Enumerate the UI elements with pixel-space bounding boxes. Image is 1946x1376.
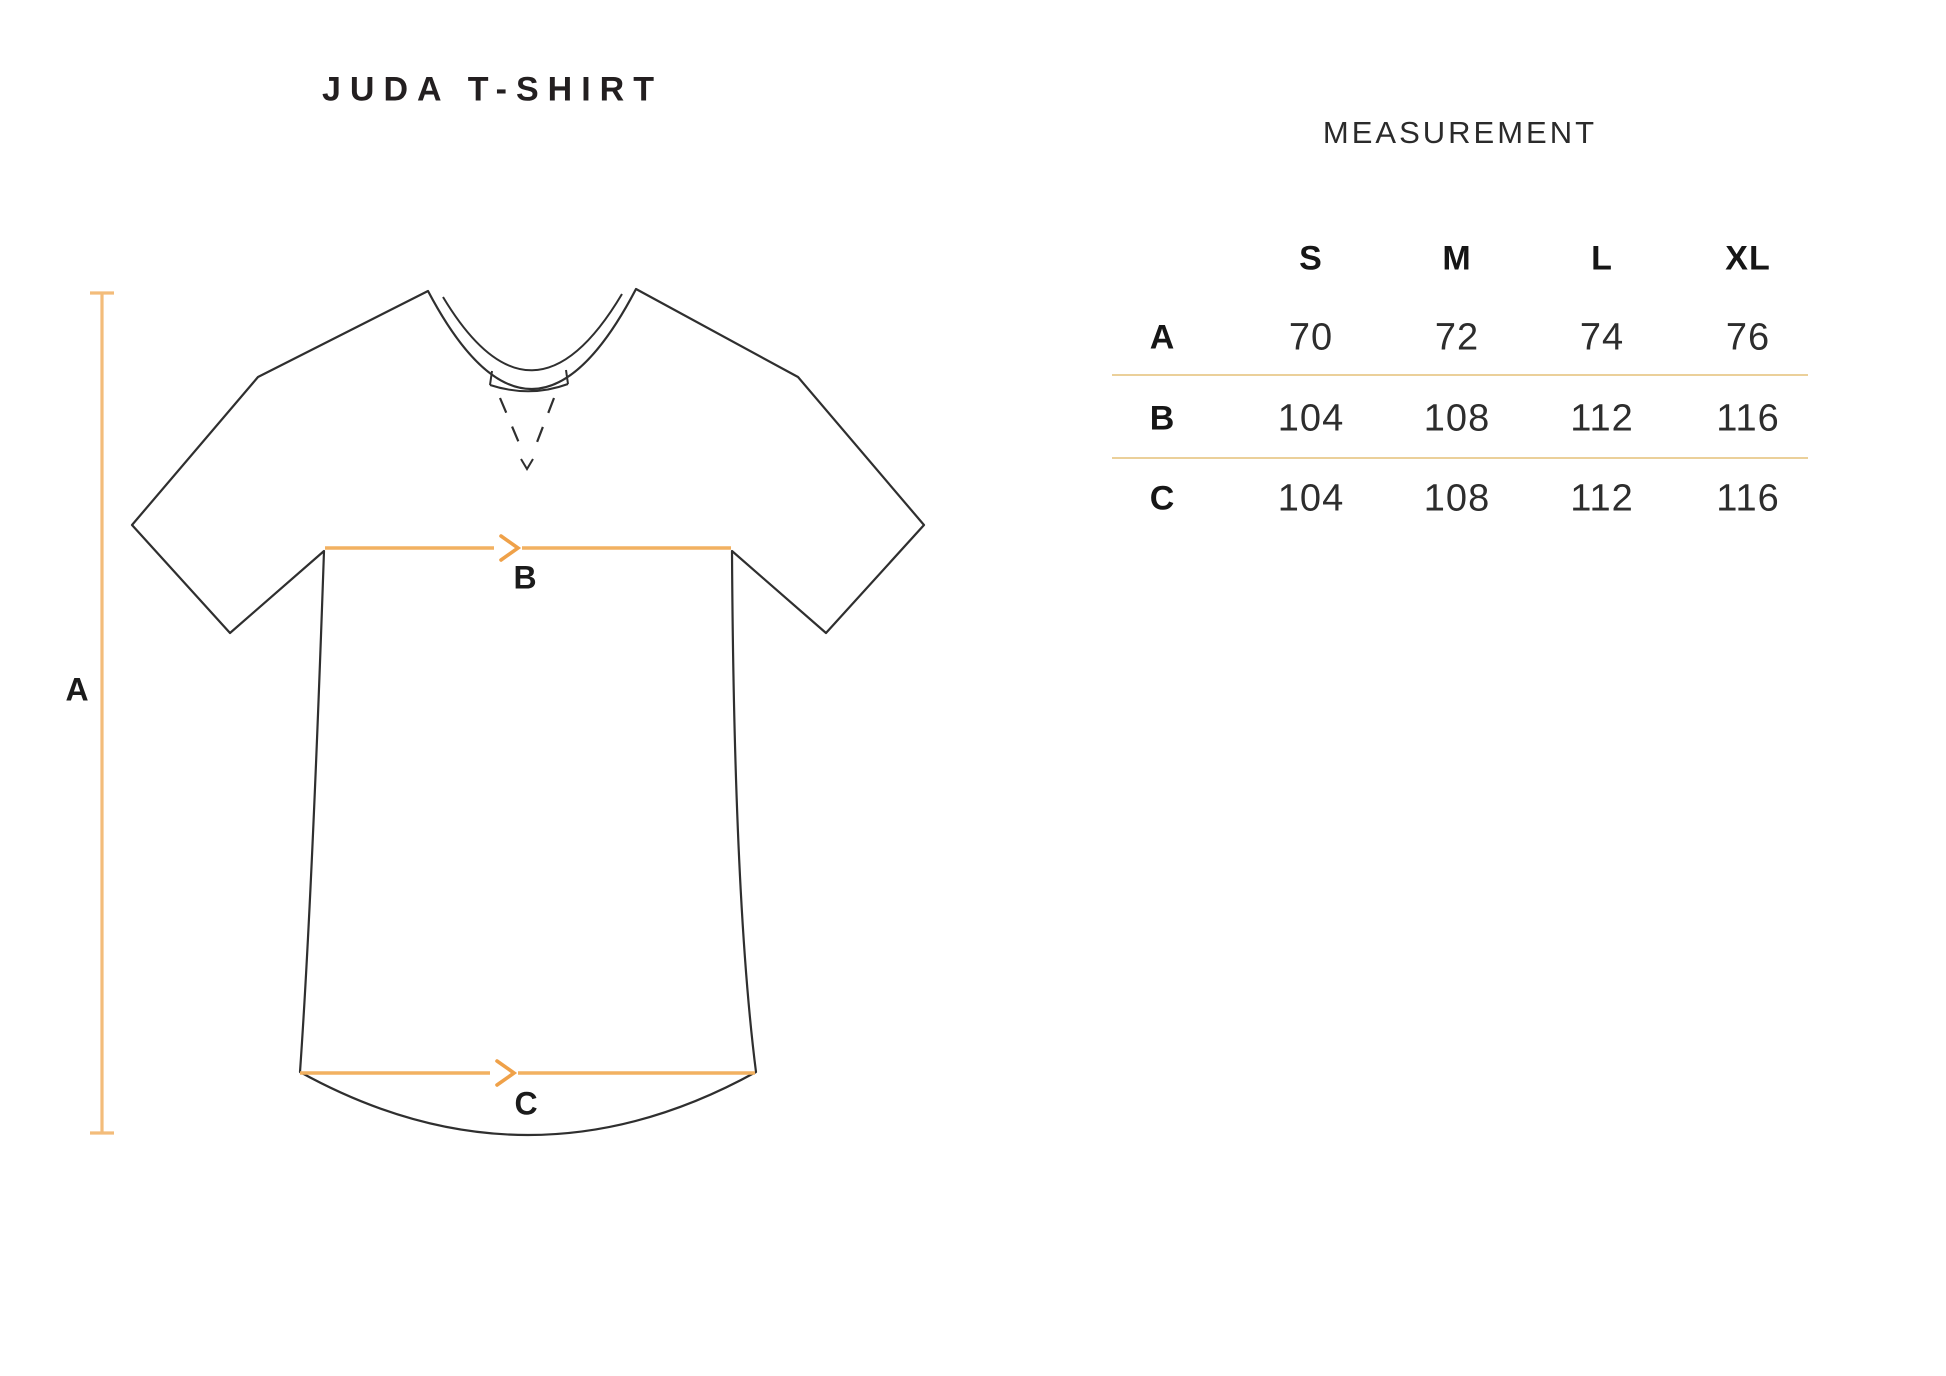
diagram-label-b: B [513, 559, 537, 596]
row-label-c: C [1149, 479, 1175, 518]
collar-band-bottom [489, 369, 569, 393]
size-col-header-s: S [1299, 239, 1323, 278]
measurement-arrow-c [495, 1059, 518, 1087]
measurement-heading: MEASUREMENT [1322, 115, 1598, 150]
value-c-s: 104 [1277, 477, 1345, 520]
v-seam-tip [520, 458, 534, 471]
page-title: JUDA T-SHIRT [322, 70, 663, 109]
value-c-l: 112 [1570, 477, 1634, 520]
row-label-b: B [1149, 399, 1175, 438]
tshirt-diagram [90, 287, 926, 1136]
measurement-arrow-b [499, 534, 522, 562]
value-a-l: 74 [1579, 316, 1625, 359]
value-a-s: 70 [1288, 316, 1334, 359]
row-label-a: A [1149, 318, 1175, 357]
table-divider [1112, 374, 1808, 376]
size-col-header-m: M [1442, 239, 1472, 278]
value-a-m: 72 [1434, 316, 1480, 359]
size-col-header-l: L [1591, 239, 1613, 278]
size-col-header-xl: XL [1725, 239, 1771, 278]
measurement-line-a [90, 291, 114, 1135]
value-c-xl: 116 [1716, 477, 1780, 520]
value-b-l: 112 [1570, 397, 1634, 440]
v-seam-dashed [498, 397, 556, 451]
collar-inner-arc [442, 293, 623, 372]
value-b-xl: 116 [1716, 397, 1780, 440]
table-divider [1112, 457, 1808, 459]
tshirt-outline [130, 287, 926, 1136]
diagram-label-c: C [514, 1085, 538, 1122]
value-b-m: 108 [1423, 397, 1491, 440]
value-b-s: 104 [1277, 397, 1345, 440]
value-a-xl: 76 [1725, 316, 1771, 359]
value-c-m: 108 [1423, 477, 1491, 520]
diagram-label-a: A [65, 671, 89, 708]
